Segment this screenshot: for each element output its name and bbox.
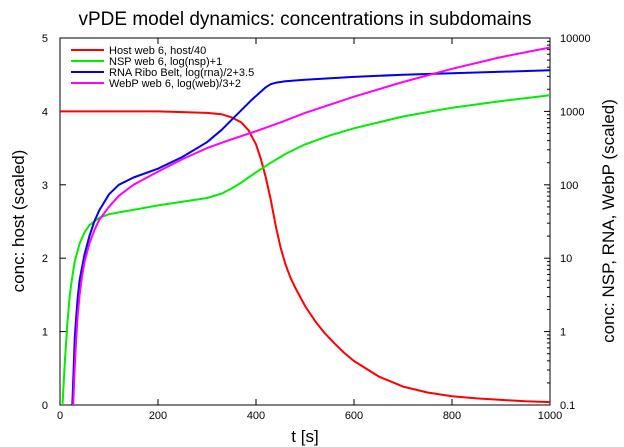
x-axis-label: t [s] (291, 427, 318, 446)
x-tick-label: 0 (57, 410, 63, 422)
y2-tick-label: 1000 (560, 106, 584, 118)
legend-label: Host web 6, host/40 (109, 45, 206, 57)
x-tick-label: 600 (345, 410, 363, 422)
y-tick-label: 0 (42, 400, 48, 412)
x-tick-label: 200 (149, 410, 167, 422)
y-tick-label: 3 (42, 180, 48, 192)
nsp-series-line (61, 94, 551, 406)
y-tick-label: 2 (42, 253, 48, 265)
axis-ticks: 0 200 400 600 800 10000123450.111010010001000… (42, 33, 591, 422)
y2-tick-label: 10000 (560, 33, 591, 45)
legend-label: WebP web 6, log(web)/3+2 (109, 78, 241, 90)
webp-series-line (72, 46, 551, 406)
legend-label: RNA Ribo Belt, log(rna)/2+3.5 (109, 67, 254, 79)
y2-axis-label: conc: NSP, RNA, WebP (scaled) (599, 99, 618, 343)
y-tick-label: 1 (42, 327, 48, 339)
x-tick-label: 800 (443, 410, 461, 422)
y2-tick-label: 0.1 (560, 400, 575, 412)
legend-label: NSP web 6, log(nsp)+1 (109, 56, 222, 68)
chart-title: vPDE model dynamics: concentrations in s… (78, 9, 531, 30)
y2-tick-label: 100 (560, 180, 578, 192)
plot-series (60, 46, 551, 406)
x-tick-label: 1000 (538, 410, 562, 422)
y2-tick-label: 10 (560, 253, 572, 265)
plot-frame (59, 37, 551, 406)
x-tick-label: 400 (247, 410, 265, 422)
y-axis-label: conc: host (scaled) (9, 150, 28, 293)
host-series-line (60, 110, 551, 404)
y-tick-label: 4 (42, 106, 48, 118)
rna-series-line (71, 69, 551, 406)
y-tick-label: 5 (42, 33, 48, 45)
y2-tick-label: 1 (560, 327, 566, 339)
